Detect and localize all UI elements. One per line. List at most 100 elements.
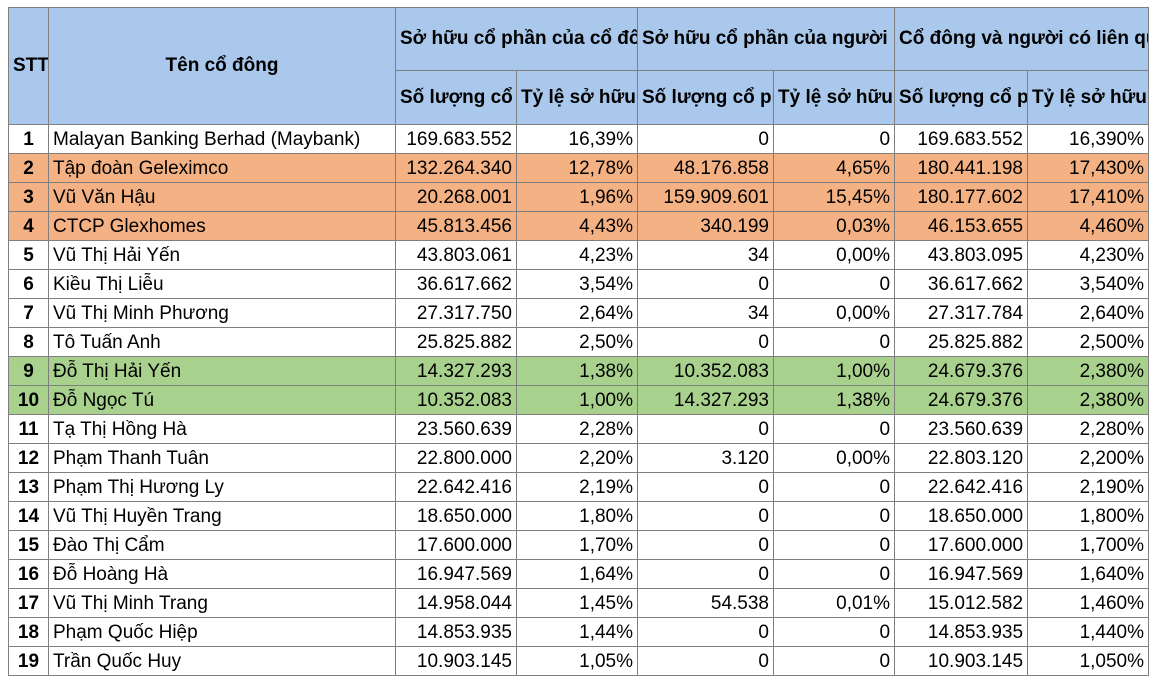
- stt-cell: 4: [8, 211, 49, 241]
- name-cell: Vũ Văn Hậu: [48, 182, 396, 212]
- own-qty-cell: 132.264.340: [395, 153, 517, 183]
- related-pct-cell: 0: [772, 530, 896, 560]
- own-pct-cell: 1,96%: [516, 182, 638, 212]
- table-row: 8 Tô Tuấn Anh 25.825.882 2,50% 0 0 25.825.882 2…: [8, 327, 1150, 357]
- related-pct-cell: 0: [772, 617, 896, 647]
- shareholder-table: STT Tên cổ đông Sở hữu cổ phần của cổ đô…: [8, 7, 1150, 676]
- name-cell: Phạm Thị Hương Ly: [48, 472, 396, 502]
- own-pct-cell: 2,64%: [516, 298, 638, 328]
- combined-pct-cell: 1,440%: [1027, 617, 1150, 647]
- combined-qty-cell: 22.803.120: [894, 443, 1029, 473]
- related-qty-cell: 0: [637, 124, 774, 154]
- combined-pct-cell: 16,390%: [1027, 124, 1150, 154]
- own-pct-cell: 2,50%: [516, 327, 638, 357]
- stt-cell: 15: [8, 530, 49, 560]
- stt-cell: 5: [8, 240, 49, 270]
- own-pct-cell: 4,43%: [516, 211, 638, 241]
- related-qty-cell: 159.909.601: [637, 182, 774, 212]
- name-cell: Trần Quốc Huy: [48, 646, 396, 676]
- related-qty-cell: 0: [637, 501, 774, 531]
- own-qty-cell: 43.803.061: [395, 240, 517, 270]
- group-header-related: Sở hữu cổ phần của người liên quan của c…: [636, 7, 896, 71]
- related-pct-cell: 0: [772, 269, 896, 299]
- stt-cell: 10: [8, 385, 49, 415]
- own-pct-cell: 2,28%: [516, 414, 638, 444]
- stt-cell: 2: [8, 153, 49, 183]
- combined-pct-cell: 2,200%: [1027, 443, 1150, 473]
- own-qty-cell: 10.903.145: [395, 646, 517, 676]
- related-qty-cell: 34: [637, 240, 774, 270]
- combined-pct-cell: 1,640%: [1027, 559, 1150, 589]
- name-cell: Vũ Thị Huyền Trang: [48, 501, 396, 531]
- own-qty-cell: 27.317.750: [395, 298, 517, 328]
- own-qty-cell: 169.683.552: [395, 124, 517, 154]
- table-row: 4 CTCP Glexhomes 45.813.456 4,43% 340.199 0,0…: [8, 211, 1150, 241]
- name-cell: Malayan Banking Berhad (Maybank): [48, 124, 396, 154]
- combined-qty-cell: 22.642.416: [894, 472, 1029, 502]
- related-qty-cell: 34: [637, 298, 774, 328]
- combined-qty-cell: 169.683.552: [894, 124, 1029, 154]
- related-pct-cell: 0: [772, 501, 896, 531]
- own-pct-cell: 4,23%: [516, 240, 638, 270]
- own-pct-cell: 2,19%: [516, 472, 638, 502]
- own-pct-cell: 1,45%: [516, 588, 638, 618]
- stt-cell: 19: [8, 646, 49, 676]
- combined-pct-cell: 2,380%: [1027, 385, 1150, 415]
- stt-cell: 9: [8, 356, 49, 386]
- own-pct-cell: 1,05%: [516, 646, 638, 676]
- table-row: 12 Phạm Thanh Tuân 22.800.000 2,20% 3.120 0,0…: [8, 443, 1150, 473]
- combined-pct-cell: 2,280%: [1027, 414, 1150, 444]
- name-cell: Tô Tuấn Anh: [48, 327, 396, 357]
- name-cell: Vũ Thị Minh Phương: [48, 298, 396, 328]
- combined-pct-cell: 17,430%: [1027, 153, 1150, 183]
- related-qty-cell: 0: [637, 472, 774, 502]
- combined-qty-cell: 180.441.198: [894, 153, 1029, 183]
- related-qty-cell: 14.327.293: [637, 385, 774, 415]
- stt-cell: 18: [8, 617, 49, 647]
- own-qty-cell: 23.560.639: [395, 414, 517, 444]
- table-row: 5 Vũ Thị Hải Yến 43.803.061 4,23% 34 0,00% 43.…: [8, 240, 1150, 270]
- name-cell: Đỗ Ngọc Tú: [48, 385, 396, 415]
- related-qty-cell: 0: [637, 559, 774, 589]
- own-qty-cell: 17.600.000: [395, 530, 517, 560]
- table-row: 6 Kiều Thị Liễu 36.617.662 3,54% 0 0 36.617.66…: [8, 269, 1150, 299]
- combined-pct-cell: 1,050%: [1027, 646, 1150, 676]
- name-cell: Tạ Thị Hồng Hà: [48, 414, 396, 444]
- name-cell: CTCP Glexhomes: [48, 211, 396, 241]
- stt-cell: 17: [8, 588, 49, 618]
- combined-pct-cell: 2,640%: [1027, 298, 1150, 328]
- table-row: 11 Tạ Thị Hồng Hà 23.560.639 2,28% 0 0 23.560.…: [8, 414, 1150, 444]
- own-qty-cell: 22.642.416: [395, 472, 517, 502]
- table-row: 7 Vũ Thị Minh Phương 27.317.750 2,64% 34 0,00…: [8, 298, 1150, 328]
- name-cell: Kiều Thị Liễu: [48, 269, 396, 299]
- own-qty-cell: 45.813.456: [395, 211, 517, 241]
- stt-cell: 3: [8, 182, 49, 212]
- own-qty-cell: 14.327.293: [395, 356, 517, 386]
- combined-qty-cell: 16.947.569: [894, 559, 1029, 589]
- name-cell: Đào Thị Cẩm: [48, 530, 396, 560]
- combined-pct-cell: 2,380%: [1027, 356, 1150, 386]
- combined-pct-cell: 2,190%: [1027, 472, 1150, 502]
- related-qty-cell: 0: [637, 617, 774, 647]
- related-qty-cell: 0: [637, 269, 774, 299]
- combined-qty-cell: 23.560.639: [894, 414, 1029, 444]
- related-qty-cell: 54.538: [637, 588, 774, 618]
- name-cell: Tập đoàn Geleximco: [48, 153, 396, 183]
- own-qty-cell: 16.947.569: [395, 559, 517, 589]
- related-pct-cell: 0,03%: [772, 211, 896, 241]
- related-pct-cell: 0: [772, 559, 896, 589]
- combined-pct-cell: 4,230%: [1027, 240, 1150, 270]
- own-qty-cell: 25.825.882: [395, 327, 517, 357]
- stt-cell: 13: [8, 472, 49, 502]
- combined-qty-cell: 24.679.376: [894, 385, 1029, 415]
- related-pct-cell: 0,00%: [772, 298, 896, 328]
- combined-pct-cell: 1,460%: [1027, 588, 1150, 618]
- stt-cell: 8: [8, 327, 49, 357]
- stt-cell: 14: [8, 501, 49, 531]
- combined-qty-cell: 14.853.935: [894, 617, 1029, 647]
- own-pct-cell: 2,20%: [516, 443, 638, 473]
- combined-qty-cell: 43.803.095: [894, 240, 1029, 270]
- related-pct-cell: 1,38%: [772, 385, 896, 415]
- table-row: 9 Đỗ Thị Hải Yến 14.327.293 1,38% 10.352.083…: [8, 356, 1150, 386]
- related-pct-cell: 1,00%: [772, 356, 896, 386]
